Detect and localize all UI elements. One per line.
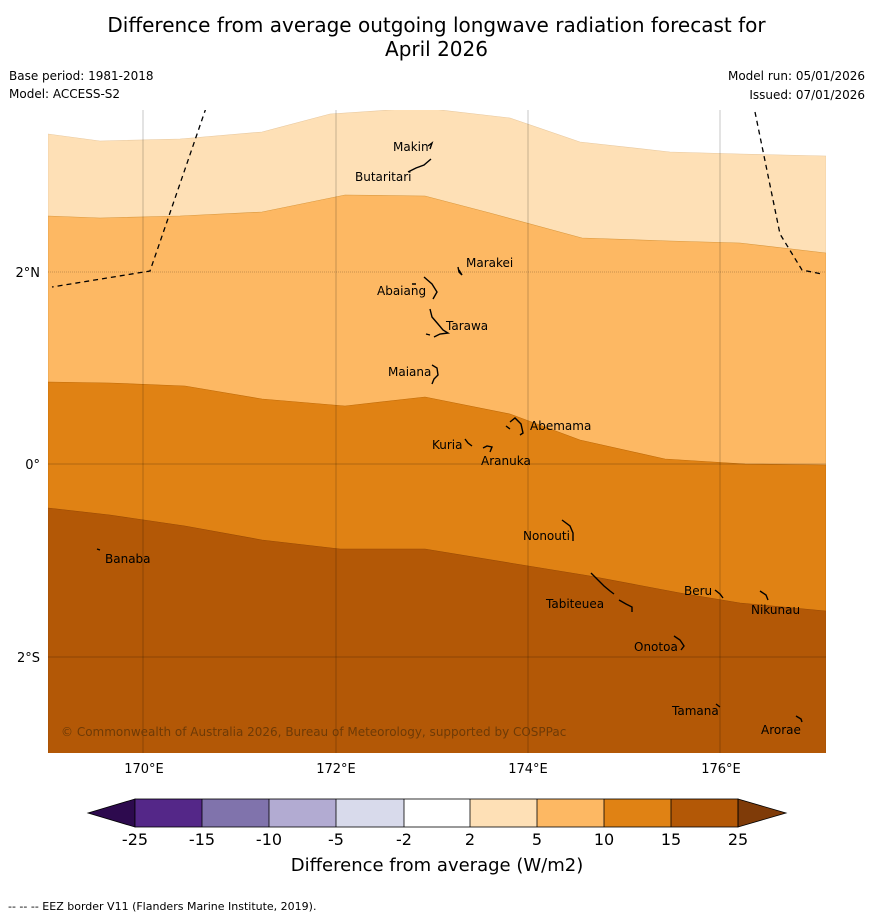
island-shape-tarawa bbox=[425, 308, 451, 338]
lon-label-172: 172°E bbox=[316, 762, 356, 777]
colorbar-segment bbox=[135, 799, 202, 827]
colorbar-extend-low bbox=[86, 798, 136, 828]
island-shape-butaritari bbox=[407, 158, 432, 173]
colorbar-tick: -15 bbox=[189, 830, 215, 849]
island-labels: Makin Butaritari Marakei Abaiang Tarawa … bbox=[105, 140, 801, 737]
island-shape-tabiteuea bbox=[590, 572, 633, 612]
map-panel: Makin Butaritari Marakei Abaiang Tarawa … bbox=[48, 110, 826, 753]
island-label-tabiteuea: Tabiteuea bbox=[545, 597, 604, 611]
colorbar-segment bbox=[537, 799, 604, 827]
island-label-nikunau: Nikunau bbox=[751, 603, 800, 617]
island-label-marakei: Marakei bbox=[466, 256, 513, 270]
colorbar: -25 -15 -10 -5 -2 2 5 10 15 25 Differenc… bbox=[86, 798, 788, 876]
colorbar-tick: -25 bbox=[122, 830, 148, 849]
island-label-aranuka: Aranuka bbox=[481, 454, 531, 468]
island-label-nonouti: Nonouti bbox=[523, 529, 570, 543]
island-shape-abaiang bbox=[412, 276, 438, 300]
lat-label-0: 0° bbox=[25, 458, 40, 473]
colorbar-tick: 5 bbox=[532, 830, 542, 849]
colorbar-tick: -5 bbox=[328, 830, 344, 849]
map-title-line2: April 2026 bbox=[385, 37, 488, 61]
colorbar-segment bbox=[336, 799, 404, 827]
island-shape-marakei bbox=[457, 266, 463, 276]
colorbar-segment bbox=[671, 799, 738, 827]
island-shape-maiana bbox=[431, 364, 439, 385]
island-shape-aranuka bbox=[482, 445, 493, 453]
colorbar-segment bbox=[269, 799, 336, 827]
lon-label-176: 176°E bbox=[701, 762, 741, 777]
island-label-tamana: Tamana bbox=[671, 704, 719, 718]
colorbar-segment bbox=[404, 799, 470, 827]
base-period: Base period: 1981-2018 bbox=[9, 69, 154, 83]
island-label-kuria: Kuria bbox=[432, 438, 463, 452]
model-run: Model run: 05/01/2026 bbox=[727, 69, 865, 83]
map-title-line1: Difference from average outgoing longwav… bbox=[107, 13, 766, 37]
island-shape-kuria bbox=[464, 438, 473, 447]
island-label-beru: Beru bbox=[684, 584, 712, 598]
island-label-abaiang: Abaiang bbox=[377, 284, 426, 298]
eez-legend-note: -- -- -- EEZ border V11 (Flanders Marine… bbox=[8, 900, 317, 913]
island-label-banaba: Banaba bbox=[105, 552, 151, 566]
colorbar-tick: 25 bbox=[728, 830, 748, 849]
colorbar-label: Difference from average (W/m2) bbox=[291, 855, 583, 876]
copyright-notice: © Commonwealth of Australia 2026, Bureau… bbox=[61, 725, 566, 739]
lon-label-174: 174°E bbox=[508, 762, 548, 777]
eez-border-west bbox=[51, 110, 207, 288]
graticule bbox=[48, 110, 826, 753]
colorbar-tick: 10 bbox=[594, 830, 614, 849]
colorbar-tick: -2 bbox=[396, 830, 412, 849]
colorbar-dividers bbox=[201, 799, 672, 827]
issued-date: Issued: 07/01/2026 bbox=[749, 88, 865, 102]
colorbar-ticks: -25 -15 -10 -5 -2 2 5 10 15 25 bbox=[122, 830, 748, 849]
island-label-maiana: Maiana bbox=[388, 365, 431, 379]
island-shape-beru bbox=[714, 589, 724, 599]
island-label-tarawa: Tarawa bbox=[445, 319, 488, 333]
island-outlines bbox=[96, 141, 803, 723]
lon-label-170: 170°E bbox=[124, 762, 164, 777]
axis-labels: 2°N 0° 2°S 170°E 172°E 174°E 176°E bbox=[16, 266, 741, 777]
model-name: Model: ACCESS-S2 bbox=[9, 87, 121, 101]
map-figure: Makin Butaritari Marakei Abaiang Tarawa … bbox=[16, 110, 826, 876]
colorbar-segment bbox=[470, 799, 537, 827]
island-label-abemama: Abemama bbox=[530, 419, 591, 433]
band-15-to-25 bbox=[48, 507, 826, 753]
island-shape-banaba bbox=[96, 548, 101, 551]
colorbar-frame bbox=[134, 798, 739, 828]
colorbar-tick: 2 bbox=[465, 830, 475, 849]
island-shape-abemama bbox=[505, 417, 524, 436]
colorbar-tick: 15 bbox=[661, 830, 681, 849]
colorbar-extend-high bbox=[737, 798, 788, 828]
colorbar-segment bbox=[202, 799, 269, 827]
island-label-onotoa: Onotoa bbox=[634, 640, 678, 654]
lat-label-2n: 2°N bbox=[16, 266, 41, 281]
lat-label-2s: 2°S bbox=[17, 651, 40, 666]
island-shape-nikunau bbox=[759, 590, 769, 601]
island-shape-arorae bbox=[795, 715, 803, 723]
island-shape-onotoa bbox=[673, 635, 685, 651]
island-shape-makin bbox=[427, 141, 434, 150]
island-shape-tamana bbox=[715, 703, 721, 708]
eez-border bbox=[51, 110, 823, 288]
colorbar-tick: -10 bbox=[256, 830, 282, 849]
island-shape-nonouti bbox=[561, 519, 574, 541]
island-label-arorae: Arorae bbox=[761, 723, 801, 737]
island-label-makin: Makin bbox=[393, 140, 429, 154]
eez-border-east bbox=[754, 111, 823, 275]
island-label-butaritari: Butaritari bbox=[355, 170, 412, 184]
colorbar-segment bbox=[604, 799, 671, 827]
